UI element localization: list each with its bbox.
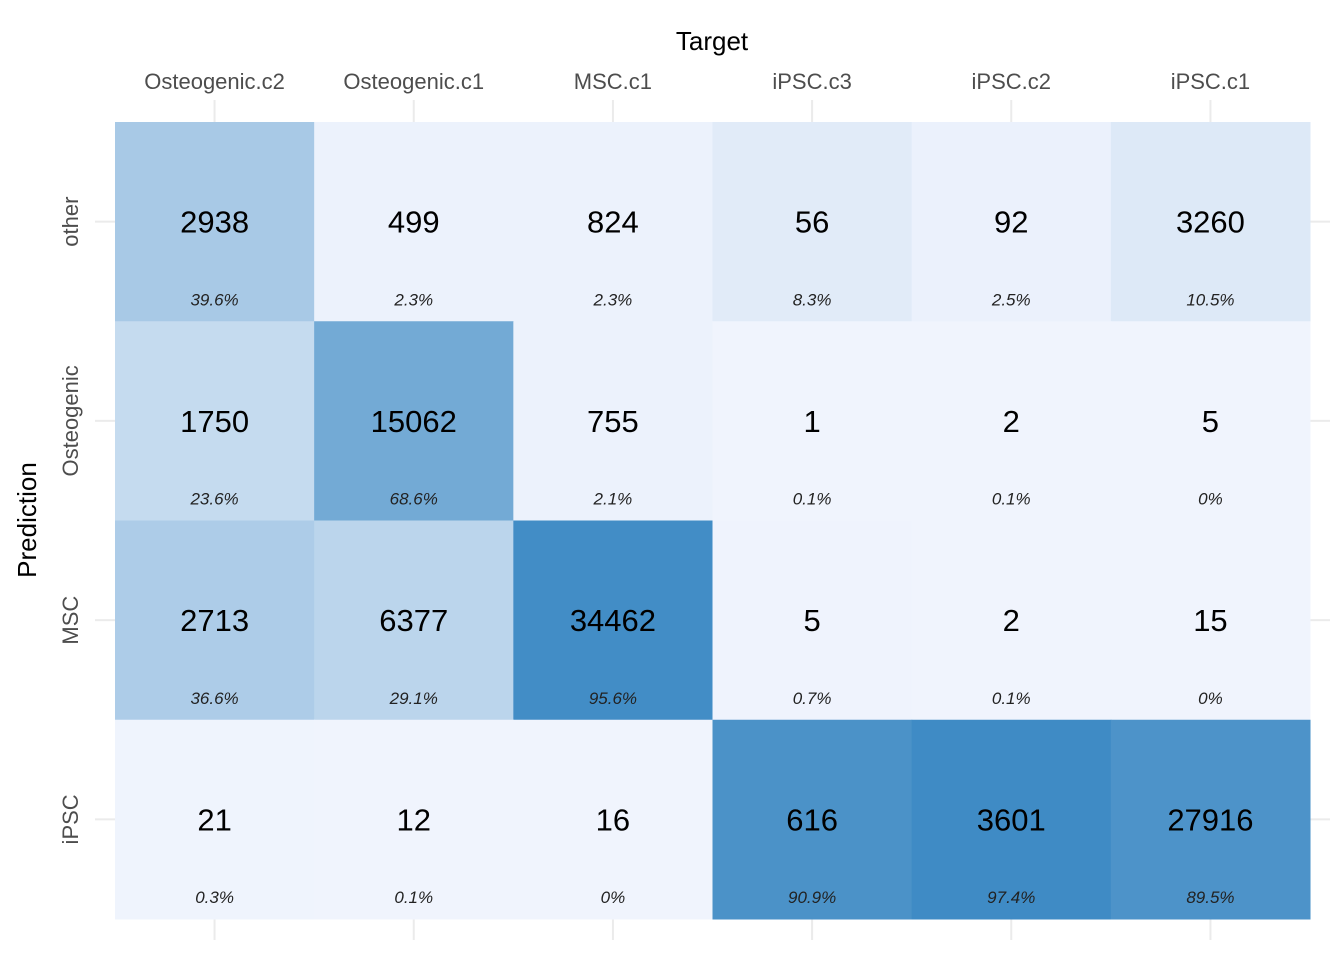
axes: Target Prediction Osteogenic.c2 Osteogeni… xyxy=(12,26,1250,844)
cell-count-label: 27916 xyxy=(1167,802,1253,837)
heatmap-cell xyxy=(314,520,514,721)
cell-count-label: 1 xyxy=(803,404,820,439)
cell-count-label: 2 xyxy=(1003,603,1020,638)
cell-percent-label: 95.6% xyxy=(589,689,637,708)
x-tick-label: Osteogenic.c2 xyxy=(144,69,285,94)
heatmap-cell xyxy=(513,321,714,521)
heatmap-cell xyxy=(513,520,714,721)
heatmap-cell xyxy=(1110,719,1311,920)
cell-percent-label: 0.1% xyxy=(394,888,433,907)
heatmap-cell xyxy=(513,122,714,322)
heatmap-cell xyxy=(314,122,514,322)
cell-percent-label: 39.6% xyxy=(190,290,238,309)
y-tick-label: Osteogenic xyxy=(58,365,83,476)
cell-percent-label: 0% xyxy=(601,888,626,907)
cell-percent-label: 8.3% xyxy=(793,290,832,309)
cell-labels: 2938 39.6% 499 2.3% 824 2.3% 56 8.3% 92 2.5% 3260 1… xyxy=(180,205,1253,907)
heatmap-cell xyxy=(115,321,315,521)
cell-count-label: 5 xyxy=(1202,404,1219,439)
heatmap-cell xyxy=(911,719,1112,920)
heatmap-cell xyxy=(115,122,315,322)
heatmap-cell xyxy=(911,520,1112,721)
heatmap-cell xyxy=(712,321,913,521)
cell-count-label: 5 xyxy=(803,603,820,638)
cell-percent-label: 0% xyxy=(1198,689,1223,708)
cell-count-label: 34462 xyxy=(570,603,656,638)
cell-percent-label: 0.3% xyxy=(195,888,234,907)
cell-count-label: 824 xyxy=(587,205,639,240)
cell-percent-label: 68.6% xyxy=(390,490,438,509)
cell-percent-label: 2.3% xyxy=(393,290,433,309)
x-tick-label: iPSC.c2 xyxy=(972,69,1051,94)
cell-percent-label: 2.5% xyxy=(991,290,1031,309)
y-tick-label: other xyxy=(58,197,83,247)
cell-percent-label: 0% xyxy=(1198,490,1223,509)
x-tick-label: Osteogenic.c1 xyxy=(343,69,484,94)
cell-count-label: 6377 xyxy=(379,603,448,638)
cell-count-label: 499 xyxy=(388,205,440,240)
y-tick-label: iPSC xyxy=(58,794,83,844)
cell-count-label: 3601 xyxy=(977,802,1046,837)
cell-count-label: 2 xyxy=(1003,404,1020,439)
y-tick-label: MSC xyxy=(58,596,83,645)
heatmap-cell xyxy=(513,719,714,920)
heatmap-cell xyxy=(911,122,1112,322)
cell-percent-label: 29.1% xyxy=(389,689,438,708)
cell-percent-label: 23.6% xyxy=(189,490,238,509)
heatmap-cell xyxy=(712,122,913,322)
heatmap-cell xyxy=(314,719,514,920)
cell-percent-label: 89.5% xyxy=(1186,888,1234,907)
heatmap-cell xyxy=(1110,122,1311,322)
cell-count-label: 16 xyxy=(596,802,630,837)
x-tick-label: iPSC.c1 xyxy=(1171,69,1250,94)
cell-count-label: 616 xyxy=(786,802,838,837)
heatmap-cell xyxy=(712,520,913,721)
cell-percent-label: 36.6% xyxy=(190,689,238,708)
heatmap-cells xyxy=(115,122,1311,920)
heatmap-cell xyxy=(1110,520,1311,721)
cell-percent-label: 97.4% xyxy=(987,888,1035,907)
cell-count-label: 12 xyxy=(397,802,431,837)
x-axis-title: Target xyxy=(676,26,749,56)
cell-count-label: 15 xyxy=(1193,603,1227,638)
cell-percent-label: 2.1% xyxy=(593,490,633,509)
cell-percent-label: 0.7% xyxy=(793,689,832,708)
cell-percent-label: 0.1% xyxy=(992,490,1031,509)
cell-count-label: 21 xyxy=(197,802,231,837)
cell-percent-label: 0.1% xyxy=(793,490,832,509)
heatmap-cell xyxy=(115,719,315,920)
heatmap-cell xyxy=(911,321,1112,521)
cell-count-label: 1750 xyxy=(180,404,249,439)
cell-percent-label: 90.9% xyxy=(788,888,836,907)
cell-percent-label: 2.3% xyxy=(593,290,633,309)
x-tick-label: MSC.c1 xyxy=(574,69,652,94)
heatmap-cell xyxy=(115,520,315,721)
y-axis-title: Prediction xyxy=(12,462,42,578)
cell-count-label: 56 xyxy=(795,205,829,240)
heatmap-cell xyxy=(712,719,913,920)
cell-percent-label: 0.1% xyxy=(992,689,1031,708)
cell-count-label: 15062 xyxy=(371,404,457,439)
x-tick-label: iPSC.c3 xyxy=(772,69,851,94)
cell-count-label: 3260 xyxy=(1176,205,1245,240)
cell-count-label: 755 xyxy=(587,404,639,439)
heatmap-cell xyxy=(314,321,514,521)
heatmap-cell xyxy=(1110,321,1311,521)
cell-count-label: 2938 xyxy=(180,205,249,240)
cell-count-label: 2713 xyxy=(180,603,249,638)
cell-count-label: 92 xyxy=(994,205,1028,240)
cell-percent-label: 10.5% xyxy=(1186,290,1234,309)
